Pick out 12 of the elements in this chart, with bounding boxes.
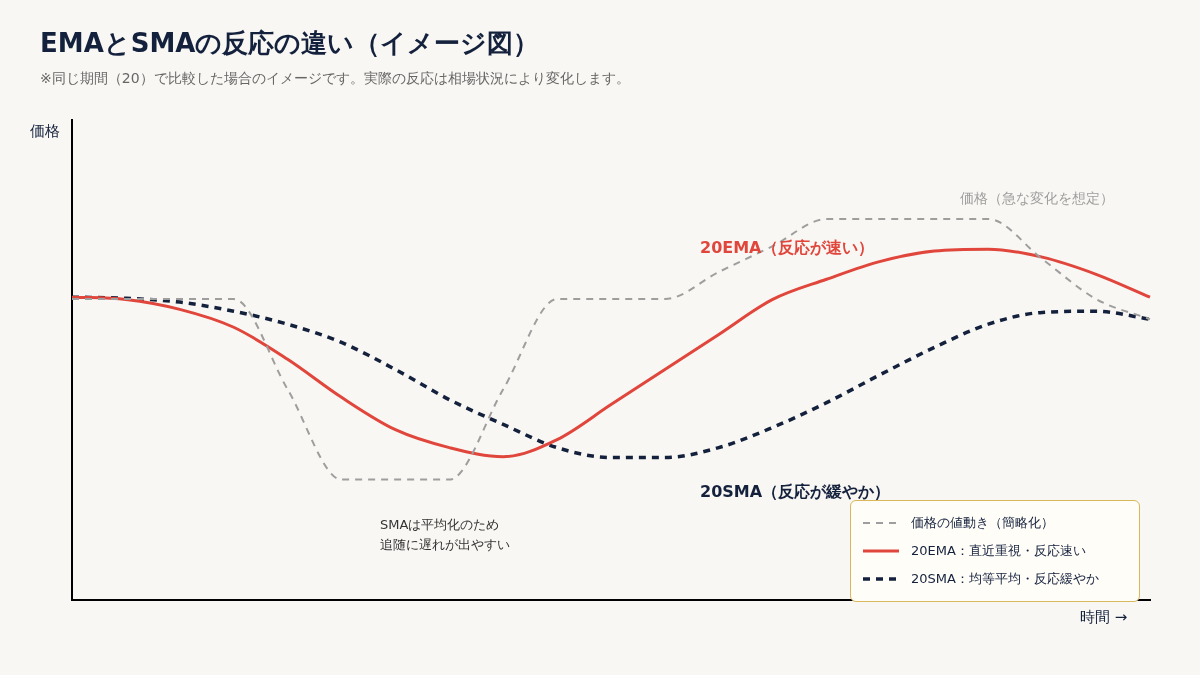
legend-label: 価格の値動き（簡略化）	[911, 514, 1054, 532]
x-axis-title: 時間 →	[1080, 608, 1128, 627]
chart-subtitle: ※同じ期間（20）で比較した場合のイメージです。実際の反応は相場状況により変化します。	[40, 70, 630, 88]
annotation: 20EMA（反応が速い）	[700, 238, 874, 259]
legend-label: 20EMA：直近重視・反応速い	[911, 542, 1086, 560]
legend-label: 20SMA：均等平均・反応緩やか	[911, 570, 1099, 588]
text: 価格（急な変化を想定）	[960, 190, 1114, 208]
chart-title: EMAとSMAの反応の違い（イメージ図）	[40, 27, 540, 60]
annotation: 20SMA（反応が緩やか）	[700, 482, 891, 503]
annotation: 追随に遅れが出やすい	[380, 536, 510, 554]
annotation: SMAは平均化のため	[380, 516, 500, 534]
text: 価格	[30, 122, 60, 141]
